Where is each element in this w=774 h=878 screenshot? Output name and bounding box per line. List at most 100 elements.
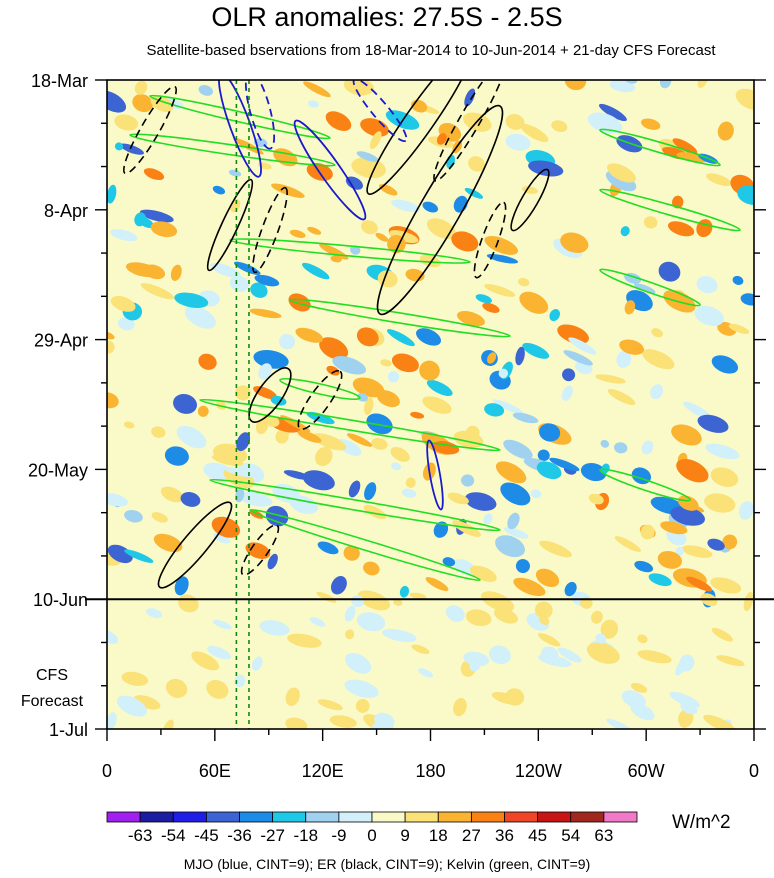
field-patch [630,682,648,693]
field-patch [538,633,561,647]
colorbar-level-label: -27 [260,826,285,845]
colorbar-level-label: 45 [528,826,547,845]
field-patch [495,461,527,484]
field-patch [329,715,357,728]
field-patch [364,397,374,415]
field-patch [642,349,675,370]
field-patch [464,88,476,107]
field-patch [737,185,754,206]
field-patch [513,577,546,597]
field-patch [677,495,699,511]
field-patch [107,544,133,564]
field-patch [143,264,166,280]
field-patch [288,293,311,312]
field-patch [170,264,182,282]
colorbar-swatch [537,811,572,823]
kelvin-contour [249,508,481,582]
field-patch [740,293,754,306]
field-patch [557,324,589,344]
field-patch [381,628,417,642]
field-patch [703,714,736,729]
field-patch [600,619,619,639]
field-patch [206,679,229,699]
field-patch [601,463,610,474]
field-patch [671,424,702,446]
field-patch [345,629,355,640]
er-contour [157,501,233,589]
field-patch [369,131,382,150]
kelvin-contour [129,133,336,167]
field-patch [107,184,117,204]
chart-subtitle: Satellite-based bservations from 18-Mar-… [146,42,716,59]
field-patch [239,491,273,507]
field-patch [505,133,531,151]
colorbar-swatch [305,811,340,823]
field-patch [484,284,516,297]
field-patch [419,254,441,268]
y-tick-label: 10-Jun [33,590,88,610]
field-patch [580,462,607,482]
kelvin-contour [229,238,471,264]
field-patch [447,492,469,505]
field-patch [356,612,386,632]
field-patch [197,405,209,417]
field-patch [694,305,724,326]
field-patch [198,85,213,96]
field-patch [295,327,324,343]
field-patch [389,230,419,244]
field-patch [520,123,549,143]
field-patch [657,550,683,569]
olr-anomaly-field [107,80,754,729]
field-patch [287,633,322,648]
colorbar-swatch [437,811,472,823]
field-patch [391,353,419,373]
field-patch [641,118,661,130]
field-patch [717,121,734,141]
field-patch [191,651,220,671]
field-patch [303,81,331,98]
field-patch [481,591,515,612]
colorbar-level-label: -45 [194,826,219,845]
field-patch [637,634,648,644]
field-patch [487,352,497,364]
field-patch [522,342,550,359]
field-patch [643,216,658,229]
colorbar-level-label: 9 [400,826,409,845]
field-patch [374,712,395,729]
field-patch [624,300,636,315]
field-patch [493,607,518,624]
field-patch [326,365,340,376]
field-patch [174,292,209,308]
field-patch [174,576,189,596]
field-patch [560,232,589,253]
x-tick-label: 180 [415,761,445,781]
field-patch [228,169,242,177]
field-patch [484,403,505,417]
field-patch [710,577,742,594]
field-patch [307,226,322,235]
field-patch [667,221,695,237]
field-patch [390,447,410,462]
x-tick-label: 0 [749,761,759,781]
field-patch [229,275,249,292]
y-axis: 18-Mar 8-Apr 29-Apr 20-May 10-Jun 1-Jul [28,71,766,740]
x-tick-label: 60W [628,761,665,781]
field-patch [289,229,306,238]
field-patch [539,540,572,558]
field-patch [637,650,672,664]
field-patch [705,443,740,460]
colorbar-level-label: -54 [161,826,186,845]
field-patch [235,488,245,503]
field-patch [419,360,440,381]
field-patch [515,559,530,574]
field-patch [452,559,476,576]
field-patch [710,467,739,487]
field-patch [732,275,744,285]
field-patch [357,590,391,611]
field-patch [468,156,485,172]
field-patch [212,619,232,630]
field-patch [355,699,370,713]
field-patch [344,605,356,622]
field-patch [512,412,539,424]
field-patch [410,411,425,419]
